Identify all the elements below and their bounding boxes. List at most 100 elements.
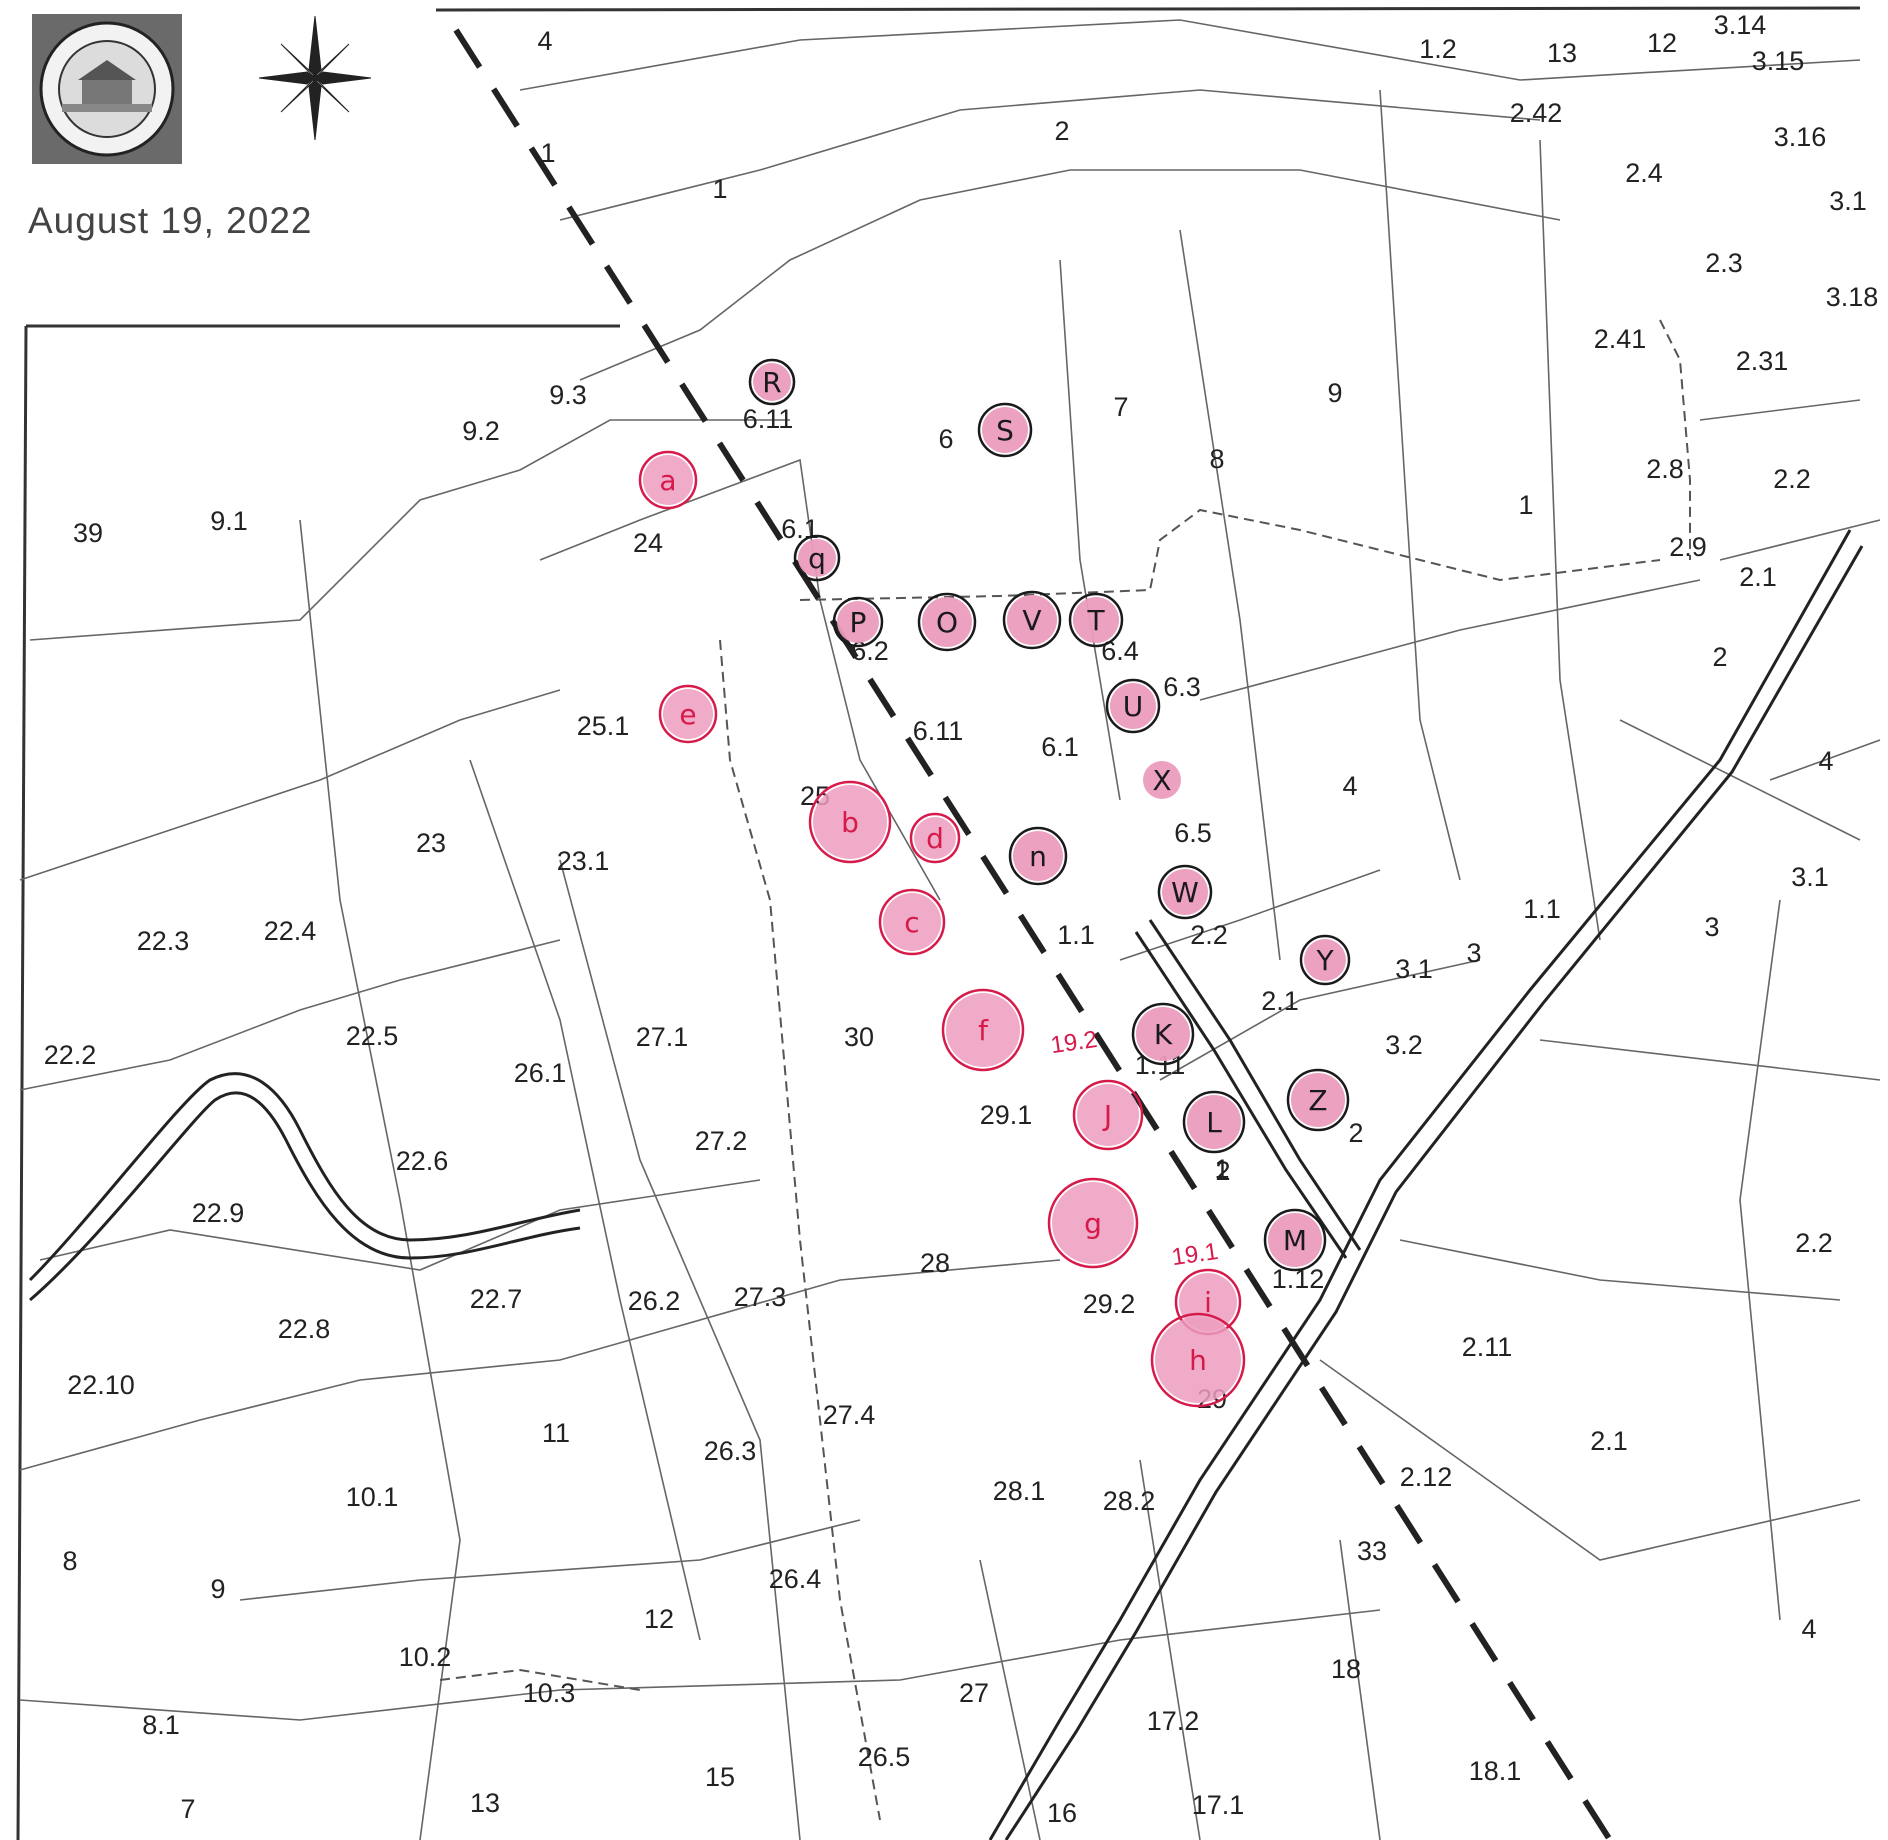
parcel-label: 22.7 [470, 1284, 523, 1314]
parcel-label: 22.4 [264, 916, 317, 946]
marker-highlight [1013, 831, 1063, 881]
parcel-label: 1.1 [1057, 920, 1095, 950]
parcel-label: 27.3 [734, 1282, 787, 1312]
marker-highlight [1077, 1084, 1139, 1146]
marker-ring [1105, 678, 1161, 734]
marker-g: g [1047, 1177, 1139, 1269]
parcel-label: 2.2 [1190, 920, 1228, 950]
marker-letter: S [996, 414, 1014, 447]
parcel-label: 2.42 [1510, 98, 1563, 128]
marker-highlight [1268, 1213, 1322, 1267]
parcel-label: 9.3 [549, 380, 587, 410]
parcel-label: 28 [920, 1248, 950, 1278]
parcel-label: 6.3 [1163, 672, 1201, 702]
parcel-label: 6.1 [1041, 732, 1079, 762]
marker-letter: d [926, 822, 944, 855]
marker-highlight [798, 539, 836, 577]
parcel-label: 1 [1518, 490, 1533, 520]
parcel-label: 18.1 [1469, 1756, 1522, 1786]
marker-U: U [1105, 678, 1161, 734]
marker-letter: g [1084, 1207, 1102, 1240]
marker-S: S [977, 402, 1033, 458]
marker-d: d [909, 812, 961, 864]
marker-ring [1072, 1079, 1144, 1151]
parcel-label: 1.1 [1523, 894, 1561, 924]
marker-M: M [1263, 1208, 1327, 1272]
marker-X: X [1143, 761, 1181, 799]
marker-W: W [1157, 864, 1213, 920]
parcel-label: 39 [73, 518, 103, 548]
parcel-label: 2.2 [1795, 1228, 1833, 1258]
parcel-label: 3.14 [1714, 10, 1767, 40]
parcel-label: 6.11 [913, 716, 964, 746]
marker-letter: O [936, 606, 958, 639]
marker-J: J [1072, 1079, 1144, 1151]
parcel-label: 3.1 [1395, 954, 1433, 984]
parcel-label: 4 [1342, 771, 1357, 801]
marker-highlight [883, 893, 941, 951]
parcel-label: 18 [1331, 1654, 1361, 1684]
marker-ring [832, 596, 884, 648]
parcel-label: 1 [540, 138, 555, 168]
marker-b: b [808, 780, 892, 864]
marker-ring [808, 780, 892, 864]
parcel-label: 8 [62, 1546, 77, 1576]
map-frame [16, 6, 1861, 1840]
parcel-label: 26.1 [514, 1058, 567, 1088]
marker-highlight [1304, 939, 1346, 981]
marker-highlight [946, 993, 1020, 1067]
parcel-label: 26.4 [769, 1564, 822, 1594]
marker-ring [878, 888, 946, 956]
parcel-label: 3.2 [1385, 1030, 1423, 1060]
marker-ring [917, 592, 977, 652]
parcel-label: 3.15 [1752, 46, 1805, 76]
parcel-label: 17.2 [1147, 1706, 1200, 1736]
parcel-label: 15 [705, 1762, 735, 1792]
map-date: August 19, 2022 [28, 200, 313, 241]
parcel-label: 2.31 [1736, 346, 1789, 376]
marker-letter: q [808, 542, 826, 575]
marker-letter: W [1171, 876, 1199, 909]
parcel-label: 2.2 [1773, 464, 1811, 494]
town-seal-logo [32, 14, 182, 164]
parcel-label: 2.9 [1669, 532, 1707, 562]
annotation-19-1: 19.1 [1170, 1238, 1220, 1271]
marker-ring [1008, 826, 1068, 886]
marker-letter: Y [1315, 944, 1334, 977]
marker-highlight [922, 597, 972, 647]
marker-highlight [1179, 1273, 1237, 1331]
parcel-label: 2.1 [1261, 986, 1299, 1016]
parcel-label: 1.12 [1272, 1264, 1325, 1294]
marker-letter: M [1283, 1224, 1307, 1257]
marker-K: K [1131, 1002, 1195, 1066]
marker-R: R [748, 358, 796, 406]
parcel-label: 13 [470, 1788, 500, 1818]
marker-highlight [753, 363, 791, 401]
marker-letter: R [762, 366, 781, 399]
marker-letter: Z [1308, 1084, 1327, 1117]
marker-Z: Z [1286, 1068, 1350, 1132]
marker-c: c [878, 888, 946, 956]
parcel-label: 22.10 [67, 1370, 135, 1400]
parcel-label: 1 [712, 174, 727, 204]
parcel-label: 12 [644, 1604, 674, 1634]
marker-ring [1131, 1002, 1195, 1066]
parcel-label: 22.5 [346, 1021, 399, 1051]
marker-letter: n [1029, 840, 1047, 873]
marker-highlight [1052, 1182, 1134, 1264]
parcel-label: 2.1 [1739, 562, 1777, 592]
marker-highlight [1073, 597, 1119, 643]
marker-highlight [1187, 1095, 1241, 1149]
parcel-label: 22.9 [192, 1198, 245, 1228]
marker-letter: f [978, 1014, 989, 1047]
parcel-label: 28.1 [993, 1476, 1046, 1506]
marker-letter: e [679, 698, 696, 731]
annotation-19-2: 19.2 [1049, 1026, 1099, 1059]
marker-h: h [1150, 1312, 1246, 1408]
marker-highlight [1007, 595, 1057, 645]
parcel-label: 7 [180, 1794, 195, 1824]
town-boundary-line [453, 28, 1613, 1840]
parcel-label: 22.8 [278, 1314, 331, 1344]
parcel-label: 22.3 [137, 926, 190, 956]
